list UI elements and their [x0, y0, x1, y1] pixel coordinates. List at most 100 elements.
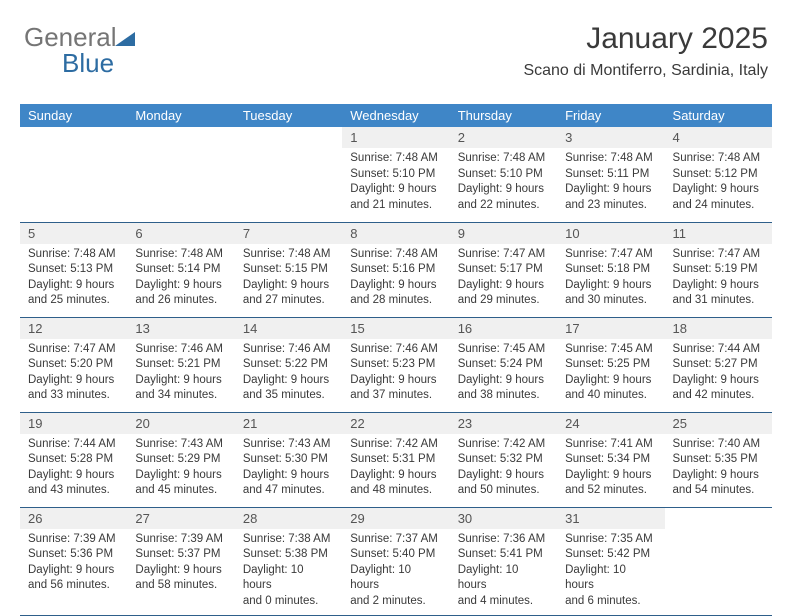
calendar-cell: 13Sunrise: 7:46 AMSunset: 5:21 PMDayligh…: [127, 317, 234, 412]
calendar-cell: 19Sunrise: 7:44 AMSunset: 5:28 PMDayligh…: [20, 412, 127, 507]
day-details: Sunrise: 7:47 AMSunset: 5:17 PMDaylight:…: [450, 244, 557, 315]
calendar-cell: 18Sunrise: 7:44 AMSunset: 5:27 PMDayligh…: [665, 317, 772, 412]
day-details: Sunrise: 7:38 AMSunset: 5:38 PMDaylight:…: [235, 529, 342, 616]
day-details: Sunrise: 7:44 AMSunset: 5:27 PMDaylight:…: [665, 339, 772, 410]
day-details: Sunrise: 7:48 AMSunset: 5:12 PMDaylight:…: [665, 148, 772, 219]
day-number: 1: [342, 127, 449, 148]
day-details: Sunrise: 7:46 AMSunset: 5:21 PMDaylight:…: [127, 339, 234, 410]
day-details: Sunrise: 7:41 AMSunset: 5:34 PMDaylight:…: [557, 434, 664, 505]
day-number: 30: [450, 508, 557, 529]
day-details: Sunrise: 7:46 AMSunset: 5:23 PMDaylight:…: [342, 339, 449, 410]
day-number: 8: [342, 223, 449, 244]
calendar-header-row: SundayMondayTuesdayWednesdayThursdayFrid…: [20, 104, 772, 127]
day-header: Tuesday: [235, 104, 342, 127]
day-details: Sunrise: 7:43 AMSunset: 5:29 PMDaylight:…: [127, 434, 234, 505]
calendar-cell: [20, 127, 127, 222]
day-number: 9: [450, 223, 557, 244]
day-details: Sunrise: 7:48 AMSunset: 5:10 PMDaylight:…: [342, 148, 449, 219]
calendar-cell: 10Sunrise: 7:47 AMSunset: 5:18 PMDayligh…: [557, 222, 664, 317]
calendar-cell: 22Sunrise: 7:42 AMSunset: 5:31 PMDayligh…: [342, 412, 449, 507]
day-number: [235, 127, 342, 148]
calendar-cell: 23Sunrise: 7:42 AMSunset: 5:32 PMDayligh…: [450, 412, 557, 507]
logo-triangle-icon: [115, 30, 137, 48]
calendar-cell: 29Sunrise: 7:37 AMSunset: 5:40 PMDayligh…: [342, 507, 449, 616]
calendar-cell: 4Sunrise: 7:48 AMSunset: 5:12 PMDaylight…: [665, 127, 772, 222]
calendar-week-row: 5Sunrise: 7:48 AMSunset: 5:13 PMDaylight…: [20, 222, 772, 317]
day-number: 7: [235, 223, 342, 244]
day-details: Sunrise: 7:40 AMSunset: 5:35 PMDaylight:…: [665, 434, 772, 505]
day-number: 11: [665, 223, 772, 244]
day-number: 12: [20, 318, 127, 339]
day-details: Sunrise: 7:37 AMSunset: 5:40 PMDaylight:…: [342, 529, 449, 616]
day-details: Sunrise: 7:45 AMSunset: 5:25 PMDaylight:…: [557, 339, 664, 410]
calendar-cell: 27Sunrise: 7:39 AMSunset: 5:37 PMDayligh…: [127, 507, 234, 616]
calendar-week-row: 1Sunrise: 7:48 AMSunset: 5:10 PMDaylight…: [20, 127, 772, 222]
day-number: 3: [557, 127, 664, 148]
calendar-cell: [235, 127, 342, 222]
day-number: [20, 127, 127, 148]
calendar-cell: 16Sunrise: 7:45 AMSunset: 5:24 PMDayligh…: [450, 317, 557, 412]
day-number: 17: [557, 318, 664, 339]
day-details: Sunrise: 7:48 AMSunset: 5:10 PMDaylight:…: [450, 148, 557, 219]
calendar-cell: 26Sunrise: 7:39 AMSunset: 5:36 PMDayligh…: [20, 507, 127, 616]
calendar-cell: 21Sunrise: 7:43 AMSunset: 5:30 PMDayligh…: [235, 412, 342, 507]
calendar-cell: [127, 127, 234, 222]
calendar-cell: 15Sunrise: 7:46 AMSunset: 5:23 PMDayligh…: [342, 317, 449, 412]
page-subtitle: Scano di Montiferro, Sardinia, Italy: [523, 62, 768, 80]
day-header: Wednesday: [342, 104, 449, 127]
calendar-cell: 31Sunrise: 7:35 AMSunset: 5:42 PMDayligh…: [557, 507, 664, 616]
day-details: Sunrise: 7:43 AMSunset: 5:30 PMDaylight:…: [235, 434, 342, 505]
day-number: 4: [665, 127, 772, 148]
calendar-cell: 30Sunrise: 7:36 AMSunset: 5:41 PMDayligh…: [450, 507, 557, 616]
calendar-cell: 28Sunrise: 7:38 AMSunset: 5:38 PMDayligh…: [235, 507, 342, 616]
day-header: Monday: [127, 104, 234, 127]
day-header: Thursday: [450, 104, 557, 127]
day-number: 28: [235, 508, 342, 529]
day-number: 16: [450, 318, 557, 339]
day-number: 2: [450, 127, 557, 148]
day-number: 15: [342, 318, 449, 339]
day-details: Sunrise: 7:39 AMSunset: 5:37 PMDaylight:…: [127, 529, 234, 600]
calendar-table: SundayMondayTuesdayWednesdayThursdayFrid…: [20, 104, 772, 616]
day-header: Friday: [557, 104, 664, 127]
day-details: Sunrise: 7:39 AMSunset: 5:36 PMDaylight:…: [20, 529, 127, 600]
day-details: Sunrise: 7:47 AMSunset: 5:19 PMDaylight:…: [665, 244, 772, 315]
day-details: Sunrise: 7:47 AMSunset: 5:20 PMDaylight:…: [20, 339, 127, 410]
day-number: 10: [557, 223, 664, 244]
page-title: January 2025: [523, 22, 768, 56]
calendar-week-row: 26Sunrise: 7:39 AMSunset: 5:36 PMDayligh…: [20, 507, 772, 616]
header: January 2025 Scano di Montiferro, Sardin…: [523, 22, 768, 80]
calendar-cell: 17Sunrise: 7:45 AMSunset: 5:25 PMDayligh…: [557, 317, 664, 412]
day-number: 27: [127, 508, 234, 529]
calendar-cell: 2Sunrise: 7:48 AMSunset: 5:10 PMDaylight…: [450, 127, 557, 222]
day-details: Sunrise: 7:36 AMSunset: 5:41 PMDaylight:…: [450, 529, 557, 616]
day-number: 23: [450, 413, 557, 434]
calendar-cell: 6Sunrise: 7:48 AMSunset: 5:14 PMDaylight…: [127, 222, 234, 317]
day-details: Sunrise: 7:48 AMSunset: 5:14 PMDaylight:…: [127, 244, 234, 315]
day-number: 20: [127, 413, 234, 434]
day-details: Sunrise: 7:48 AMSunset: 5:13 PMDaylight:…: [20, 244, 127, 315]
day-header: Saturday: [665, 104, 772, 127]
day-details: Sunrise: 7:47 AMSunset: 5:18 PMDaylight:…: [557, 244, 664, 315]
calendar-cell: 7Sunrise: 7:48 AMSunset: 5:15 PMDaylight…: [235, 222, 342, 317]
day-number: 6: [127, 223, 234, 244]
calendar-cell: 20Sunrise: 7:43 AMSunset: 5:29 PMDayligh…: [127, 412, 234, 507]
logo-text-2: Blue: [62, 48, 114, 78]
calendar-cell: 8Sunrise: 7:48 AMSunset: 5:16 PMDaylight…: [342, 222, 449, 317]
calendar-week-row: 12Sunrise: 7:47 AMSunset: 5:20 PMDayligh…: [20, 317, 772, 412]
calendar-week-row: 19Sunrise: 7:44 AMSunset: 5:28 PMDayligh…: [20, 412, 772, 507]
day-details: Sunrise: 7:48 AMSunset: 5:11 PMDaylight:…: [557, 148, 664, 219]
day-number: 26: [20, 508, 127, 529]
day-number: 31: [557, 508, 664, 529]
day-details: Sunrise: 7:46 AMSunset: 5:22 PMDaylight:…: [235, 339, 342, 410]
calendar-cell: 25Sunrise: 7:40 AMSunset: 5:35 PMDayligh…: [665, 412, 772, 507]
calendar-cell: 12Sunrise: 7:47 AMSunset: 5:20 PMDayligh…: [20, 317, 127, 412]
day-details: Sunrise: 7:35 AMSunset: 5:42 PMDaylight:…: [557, 529, 664, 616]
day-number: [665, 508, 772, 529]
day-number: 18: [665, 318, 772, 339]
day-details: Sunrise: 7:44 AMSunset: 5:28 PMDaylight:…: [20, 434, 127, 505]
calendar-cell: [665, 507, 772, 616]
day-number: 22: [342, 413, 449, 434]
calendar-cell: 11Sunrise: 7:47 AMSunset: 5:19 PMDayligh…: [665, 222, 772, 317]
day-details: Sunrise: 7:45 AMSunset: 5:24 PMDaylight:…: [450, 339, 557, 410]
